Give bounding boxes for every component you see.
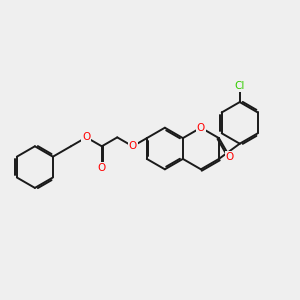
Text: O: O bbox=[129, 141, 137, 151]
Text: O: O bbox=[226, 152, 234, 162]
Text: O: O bbox=[98, 163, 106, 173]
Text: Cl: Cl bbox=[235, 81, 245, 91]
Text: O: O bbox=[82, 132, 91, 142]
Text: O: O bbox=[197, 123, 205, 133]
